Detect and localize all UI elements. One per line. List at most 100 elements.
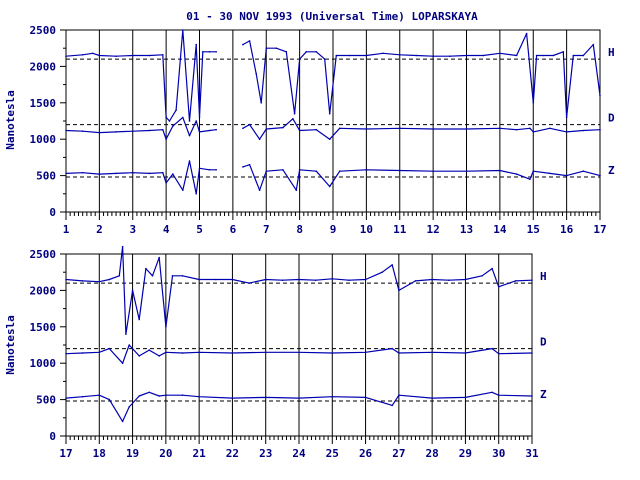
data-point-z	[258, 189, 261, 191]
data-point-h	[531, 279, 533, 282]
component-label-h: H	[540, 270, 547, 283]
data-point-h	[348, 279, 350, 282]
y-tick-label: 1500	[30, 321, 57, 334]
data-point-z	[188, 160, 191, 162]
data-point-h	[148, 54, 151, 57]
lower-panel: 17 18 19 20 21 22 23 24 25 26 27 28 29 30 31 0 500 1000 15…	[4, 245, 547, 460]
data-point-h	[125, 333, 127, 335]
data-point-h	[365, 54, 368, 57]
y-tick-label: 2500	[30, 24, 57, 37]
x-tick-label: 21	[193, 447, 207, 460]
data-point-h	[314, 279, 317, 282]
data-point-h	[175, 109, 177, 111]
data-point-h	[305, 51, 308, 53]
data-point-h	[165, 116, 167, 119]
data-point-h	[599, 94, 601, 97]
data-point-z	[365, 169, 368, 171]
data-point-d	[529, 127, 531, 130]
data-point-d	[331, 352, 334, 354]
data-point-z	[128, 406, 130, 408]
data-point-d	[165, 351, 167, 354]
data-point-h	[448, 279, 450, 282]
data-point-d	[432, 128, 434, 130]
data-point-d	[531, 352, 533, 354]
data-point-h	[348, 54, 351, 57]
data-point-d	[298, 351, 300, 354]
data-point-h	[293, 112, 296, 115]
y-tick-label: 1000	[30, 357, 57, 370]
data-point-d	[338, 127, 341, 130]
x-tick-label: 13	[460, 223, 473, 236]
data-point-h	[264, 278, 267, 281]
data-point-h	[138, 318, 140, 321]
data-point-h	[572, 54, 575, 57]
data-point-h	[165, 326, 167, 328]
data-point-d	[162, 128, 164, 131]
data-point-d	[248, 123, 251, 126]
x-tick-label: 4	[163, 223, 170, 236]
data-point-d	[138, 355, 140, 357]
data-point-d	[132, 130, 134, 132]
data-point-h	[198, 116, 201, 119]
data-point-h	[491, 267, 493, 270]
component-label-d: D	[608, 112, 615, 125]
data-point-z	[432, 170, 434, 172]
x-tick-label: 20	[159, 447, 172, 460]
x-tick-label: 17	[593, 223, 606, 236]
data-point-z	[331, 395, 334, 398]
data-point-d	[298, 129, 301, 132]
data-point-z	[165, 394, 167, 397]
x-tick-label: 8	[296, 223, 303, 236]
data-point-d	[391, 347, 394, 350]
data-point-z	[182, 189, 184, 191]
data-point-z	[231, 397, 234, 399]
data-point-z	[81, 171, 84, 174]
series-line-d	[65, 344, 533, 364]
data-point-z	[399, 169, 401, 172]
y-axis-label: Nanotesla	[4, 90, 17, 150]
data-point-h	[552, 54, 555, 57]
data-point-h	[414, 280, 417, 282]
data-point-h	[398, 289, 400, 292]
data-point-h	[131, 289, 134, 292]
data-point-h	[171, 275, 174, 277]
data-point-z	[529, 178, 531, 180]
x-tick-label: 27	[392, 447, 405, 460]
data-point-h	[248, 40, 251, 42]
data-point-z	[499, 169, 501, 172]
data-point-d	[81, 130, 84, 132]
data-point-d	[165, 138, 167, 140]
data-point-h	[592, 43, 595, 46]
data-point-h	[514, 280, 517, 282]
data-point-d	[188, 134, 191, 137]
y-tick-label: 500	[36, 170, 56, 183]
data-point-h	[464, 278, 467, 281]
data-point-h	[182, 29, 184, 31]
data-point-h	[582, 54, 585, 57]
data-point-h	[525, 32, 528, 35]
data-point-d	[195, 120, 197, 122]
data-point-d	[582, 129, 585, 132]
data-point-d	[198, 351, 200, 354]
data-point-z	[138, 395, 140, 397]
data-point-h	[364, 278, 367, 281]
data-point-d	[499, 127, 501, 130]
data-point-d	[128, 344, 130, 346]
data-point-h	[98, 280, 101, 283]
data-point-z	[565, 174, 568, 177]
data-point-z	[198, 395, 200, 398]
y-tick-label: 2500	[30, 248, 57, 261]
x-tick-label: 19	[126, 447, 139, 460]
component-label-z: Z	[540, 388, 547, 401]
y-tick-label: 2000	[30, 60, 57, 73]
data-point-z	[497, 394, 500, 397]
component-label-h: H	[608, 46, 615, 59]
x-tick-label: 25	[326, 447, 339, 460]
data-point-h	[497, 286, 500, 288]
data-point-d	[181, 352, 184, 354]
x-tick-label: 5	[196, 223, 203, 236]
data-point-z	[65, 397, 67, 399]
data-point-d	[565, 131, 568, 133]
data-point-h	[542, 54, 545, 57]
x-tick-label: 1	[63, 223, 70, 236]
